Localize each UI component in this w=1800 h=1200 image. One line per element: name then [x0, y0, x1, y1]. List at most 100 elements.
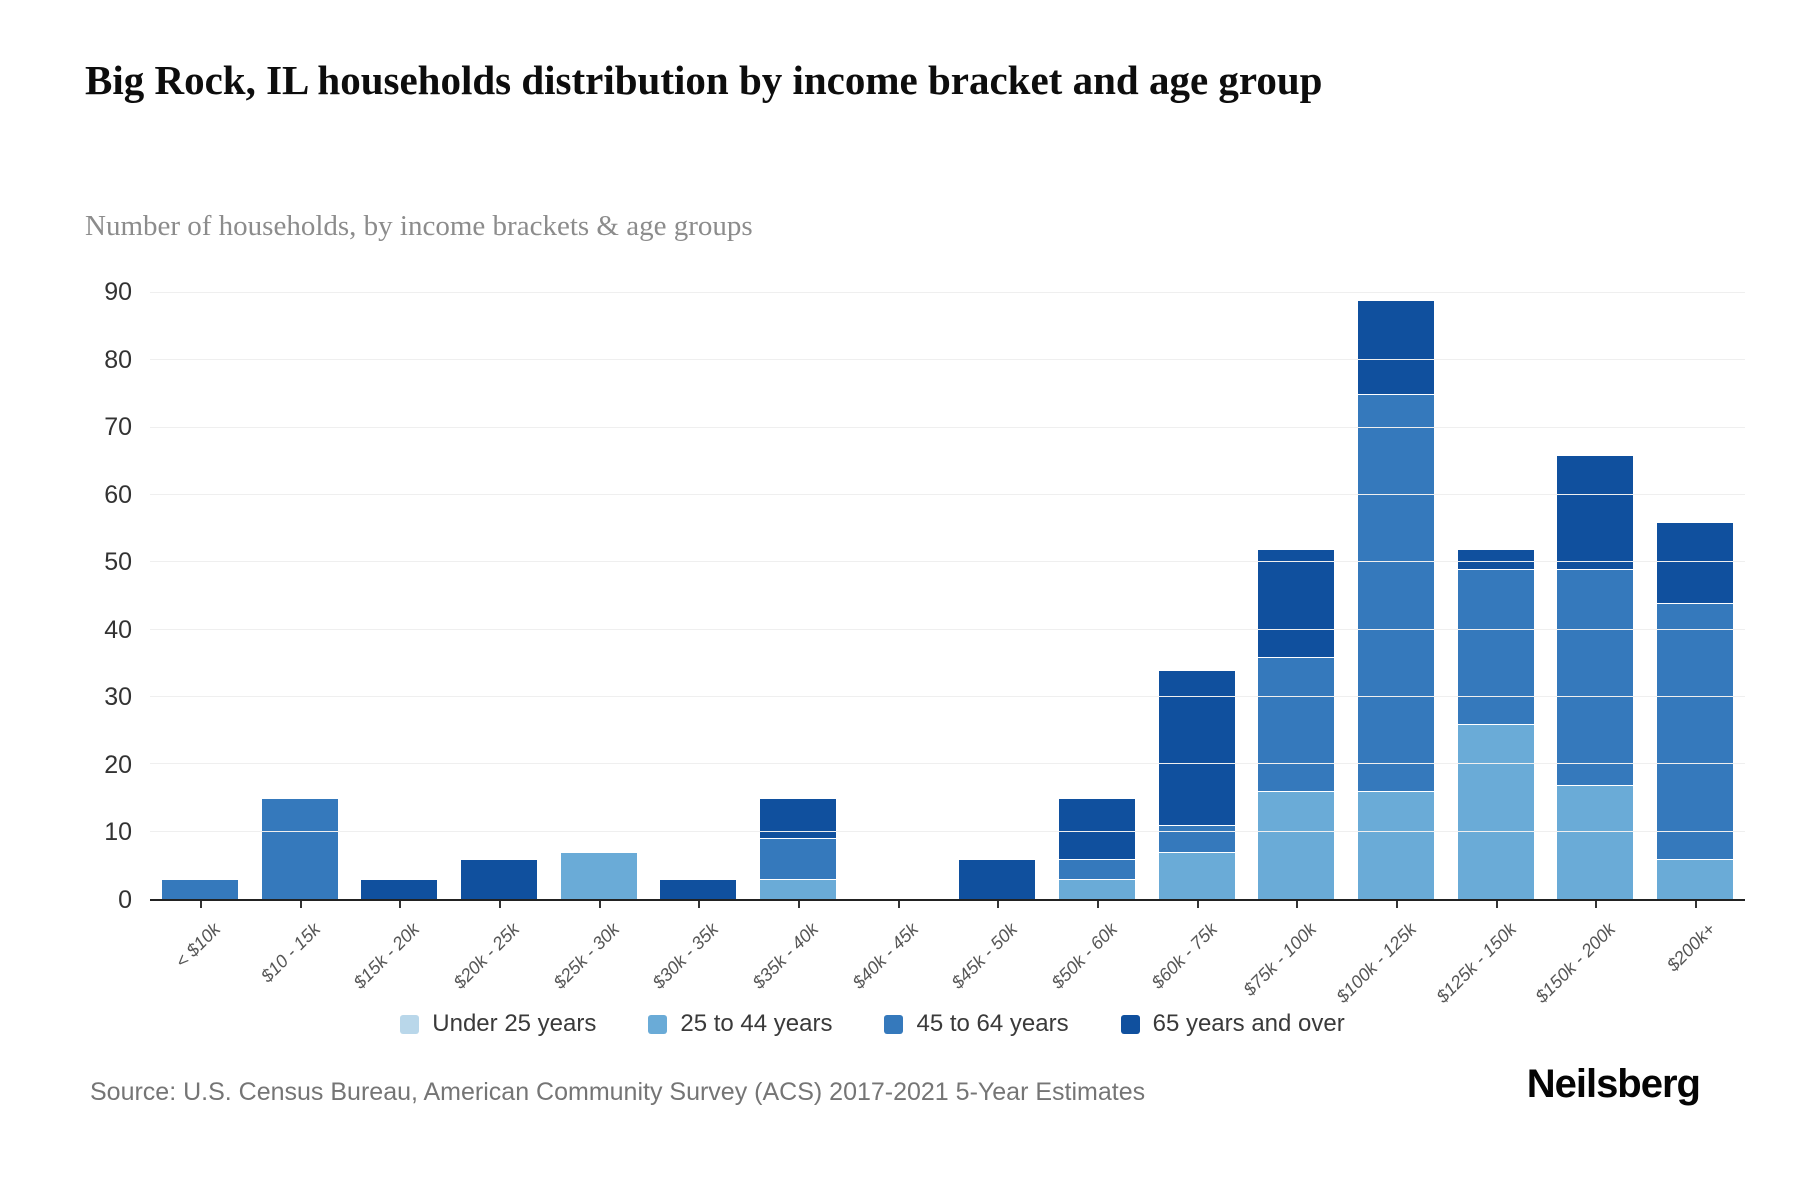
y-axis-tick-label: 40 — [104, 615, 132, 644]
bar-segment[interactable] — [1557, 454, 1634, 570]
stacked-bar[interactable] — [759, 293, 836, 899]
bar-segment[interactable] — [361, 878, 438, 899]
bar-segment[interactable] — [1358, 791, 1435, 899]
bar-slot — [848, 293, 948, 908]
legend: Under 25 years 25 to 44 years 45 to 64 yea… — [0, 1010, 1745, 1038]
x-axis-tick — [1396, 901, 1399, 908]
stacked-bar[interactable] — [860, 293, 936, 899]
bar-slot — [948, 293, 1048, 908]
legend-item[interactable]: 45 to 64 years — [884, 1010, 1069, 1038]
stacked-bar[interactable] — [361, 293, 438, 899]
bar-segment[interactable] — [1158, 824, 1235, 852]
brand-logo: Neilsberg — [1526, 1062, 1701, 1106]
stacked-bar[interactable] — [1158, 293, 1235, 899]
bar-slot — [1247, 293, 1347, 908]
stacked-bar[interactable] — [1657, 293, 1734, 899]
bar-segment[interactable] — [261, 798, 338, 899]
gridline — [150, 830, 1745, 832]
bar-slot — [748, 293, 848, 908]
y-axis-tick-label: 10 — [104, 818, 132, 847]
bar-slot — [250, 293, 350, 908]
bar-segment[interactable] — [1457, 569, 1534, 724]
stacked-bar[interactable] — [1059, 293, 1136, 899]
x-axis-tick — [1196, 901, 1199, 908]
bar-segment[interactable] — [1059, 878, 1136, 899]
plot-wrap: 0 10 20 30 40 50 60 70 80 90 < $10k $10 - 15k $15k … — [104, 278, 1745, 1007]
gridline — [150, 696, 1745, 697]
stacked-bar[interactable] — [1457, 293, 1534, 899]
stacked-bar[interactable] — [460, 293, 537, 899]
bar-segment[interactable] — [460, 858, 537, 899]
legend-label: 25 to 44 years — [680, 1010, 833, 1037]
x-axis-tick-label: $40k - 45k — [848, 919, 922, 993]
x-axis-tick — [1695, 901, 1698, 908]
bar-segment[interactable] — [1657, 858, 1734, 899]
x-axis-tick-label: $60k - 75k — [1147, 919, 1221, 993]
stacked-bar[interactable] — [1358, 293, 1435, 899]
y-axis-tick-label: 50 — [104, 548, 132, 577]
bar-segment[interactable] — [1158, 670, 1235, 825]
gridline — [150, 359, 1745, 361]
bar-segment[interactable] — [1657, 602, 1734, 859]
bar-segment[interactable] — [1358, 299, 1435, 395]
bar-segment[interactable] — [1657, 521, 1734, 603]
bar-slot — [648, 293, 748, 908]
x-axis-tick-label: $75k - 100k — [1239, 919, 1321, 1000]
bar-segment[interactable] — [161, 878, 238, 899]
x-axis-tick-label: $100k - 125k — [1332, 919, 1421, 1007]
y-axis-tick-label: 80 — [104, 345, 132, 374]
bar-segment[interactable] — [1457, 723, 1534, 899]
bar-segment[interactable] — [1557, 569, 1634, 785]
chart-subtitle: Number of households, by income brackets… — [85, 210, 753, 242]
bar-segment[interactable] — [759, 838, 836, 879]
legend-item[interactable]: Under 25 years — [400, 1010, 596, 1038]
x-axis-tick — [1296, 901, 1299, 908]
stacked-bar[interactable] — [161, 293, 238, 899]
bar-segment[interactable] — [1059, 798, 1136, 859]
bar-segment[interactable] — [1358, 394, 1435, 792]
footer: Source: U.S. Census Bureau, American Com… — [90, 1062, 1701, 1107]
gridline — [150, 628, 1745, 630]
legend-swatch-icon — [884, 1014, 904, 1034]
stacked-bar[interactable] — [959, 293, 1036, 899]
x-axis-tick — [199, 901, 202, 908]
bar-segment[interactable] — [1258, 548, 1335, 657]
bar-segment[interactable] — [660, 878, 737, 899]
stacked-bar[interactable] — [1557, 293, 1634, 899]
gridline — [150, 763, 1745, 765]
legend-label: 45 to 64 years — [916, 1010, 1069, 1037]
x-axis-tick — [498, 901, 501, 908]
x-axis-tick-label: < $10k — [171, 919, 224, 972]
stacked-bar[interactable] — [1258, 293, 1335, 899]
bar-segment[interactable] — [759, 878, 836, 899]
x-axis-tick — [399, 901, 402, 908]
bar-slot — [1047, 293, 1147, 908]
bar-segment[interactable] — [1258, 791, 1335, 899]
stacked-bar[interactable] — [261, 293, 338, 899]
gridline — [150, 426, 1745, 428]
x-axis-tick — [797, 901, 800, 908]
bar-segment[interactable] — [959, 858, 1036, 899]
legend-label: 65 years and over — [1152, 1010, 1345, 1037]
legend-swatch-icon — [400, 1014, 420, 1034]
stacked-bar[interactable] — [660, 293, 737, 899]
legend-item[interactable]: 65 years and over — [1120, 1010, 1345, 1038]
x-axis-tick — [598, 901, 601, 908]
bar-slot — [1346, 293, 1446, 908]
bar-segment[interactable] — [1059, 858, 1136, 879]
x-axis-tick — [897, 901, 900, 908]
x-axis-tick-label: $200k+ — [1663, 919, 1720, 976]
legend-item[interactable]: 25 to 44 years — [648, 1010, 832, 1038]
source-text: Source: U.S. Census Bureau, American Com… — [90, 1078, 1146, 1106]
bar-segment[interactable] — [759, 798, 836, 839]
bar-segment[interactable] — [1158, 851, 1235, 899]
bar-segment[interactable] — [1457, 548, 1534, 570]
y-axis-tick-label: 60 — [104, 480, 132, 509]
stacked-bar[interactable] — [560, 293, 637, 899]
x-axis-tick-label: $125k - 150k — [1432, 919, 1520, 1007]
bar-segment[interactable] — [1258, 656, 1335, 792]
bar-segment[interactable] — [560, 851, 637, 899]
x-axis-tick-label: $10 - 15k — [256, 919, 324, 987]
bar-segment[interactable] — [1557, 784, 1634, 899]
chart-title: Big Rock, IL households distribution by … — [85, 57, 1323, 103]
